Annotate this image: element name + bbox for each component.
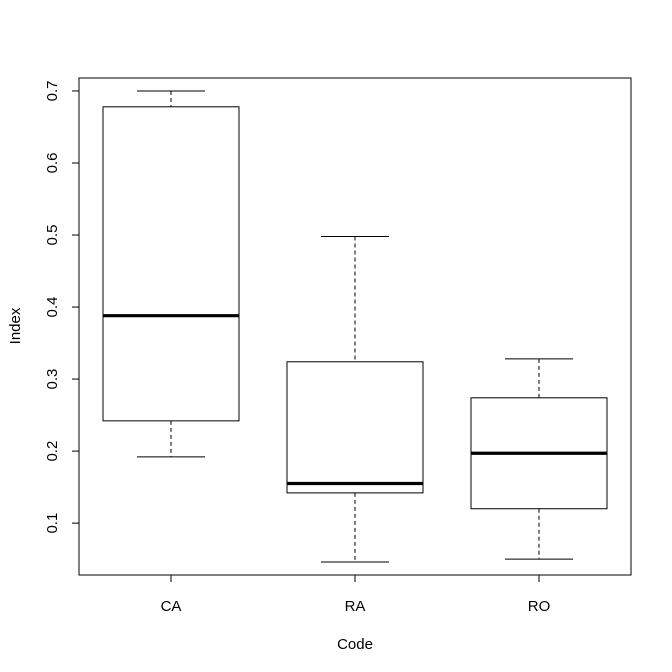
box-ca — [103, 91, 239, 457]
y-tick-label: 0.7 — [44, 81, 61, 102]
boxes-layer — [103, 91, 607, 562]
x-tick-label: RA — [345, 598, 366, 615]
x-axis: CA RA RO — [161, 575, 551, 615]
box-ro — [471, 359, 607, 559]
x-axis-title: Code — [337, 636, 373, 653]
y-tick-label: 0.6 — [44, 153, 61, 174]
y-tick-label: 0.1 — [44, 513, 61, 534]
iqr-box — [103, 107, 239, 421]
y-tick-label: 0.4 — [44, 297, 61, 318]
y-axis: 0.1 0.2 0.3 0.4 0.5 0.6 0.7 — [44, 81, 79, 534]
y-tick-label: 0.5 — [44, 225, 61, 246]
x-tick-label: CA — [161, 598, 182, 615]
iqr-box — [287, 362, 423, 493]
x-tick-label: RO — [528, 598, 551, 615]
y-tick-label: 0.3 — [44, 369, 61, 390]
y-tick-label: 0.2 — [44, 441, 61, 462]
box-ra — [287, 236, 423, 562]
y-axis-title: Index — [7, 307, 24, 344]
